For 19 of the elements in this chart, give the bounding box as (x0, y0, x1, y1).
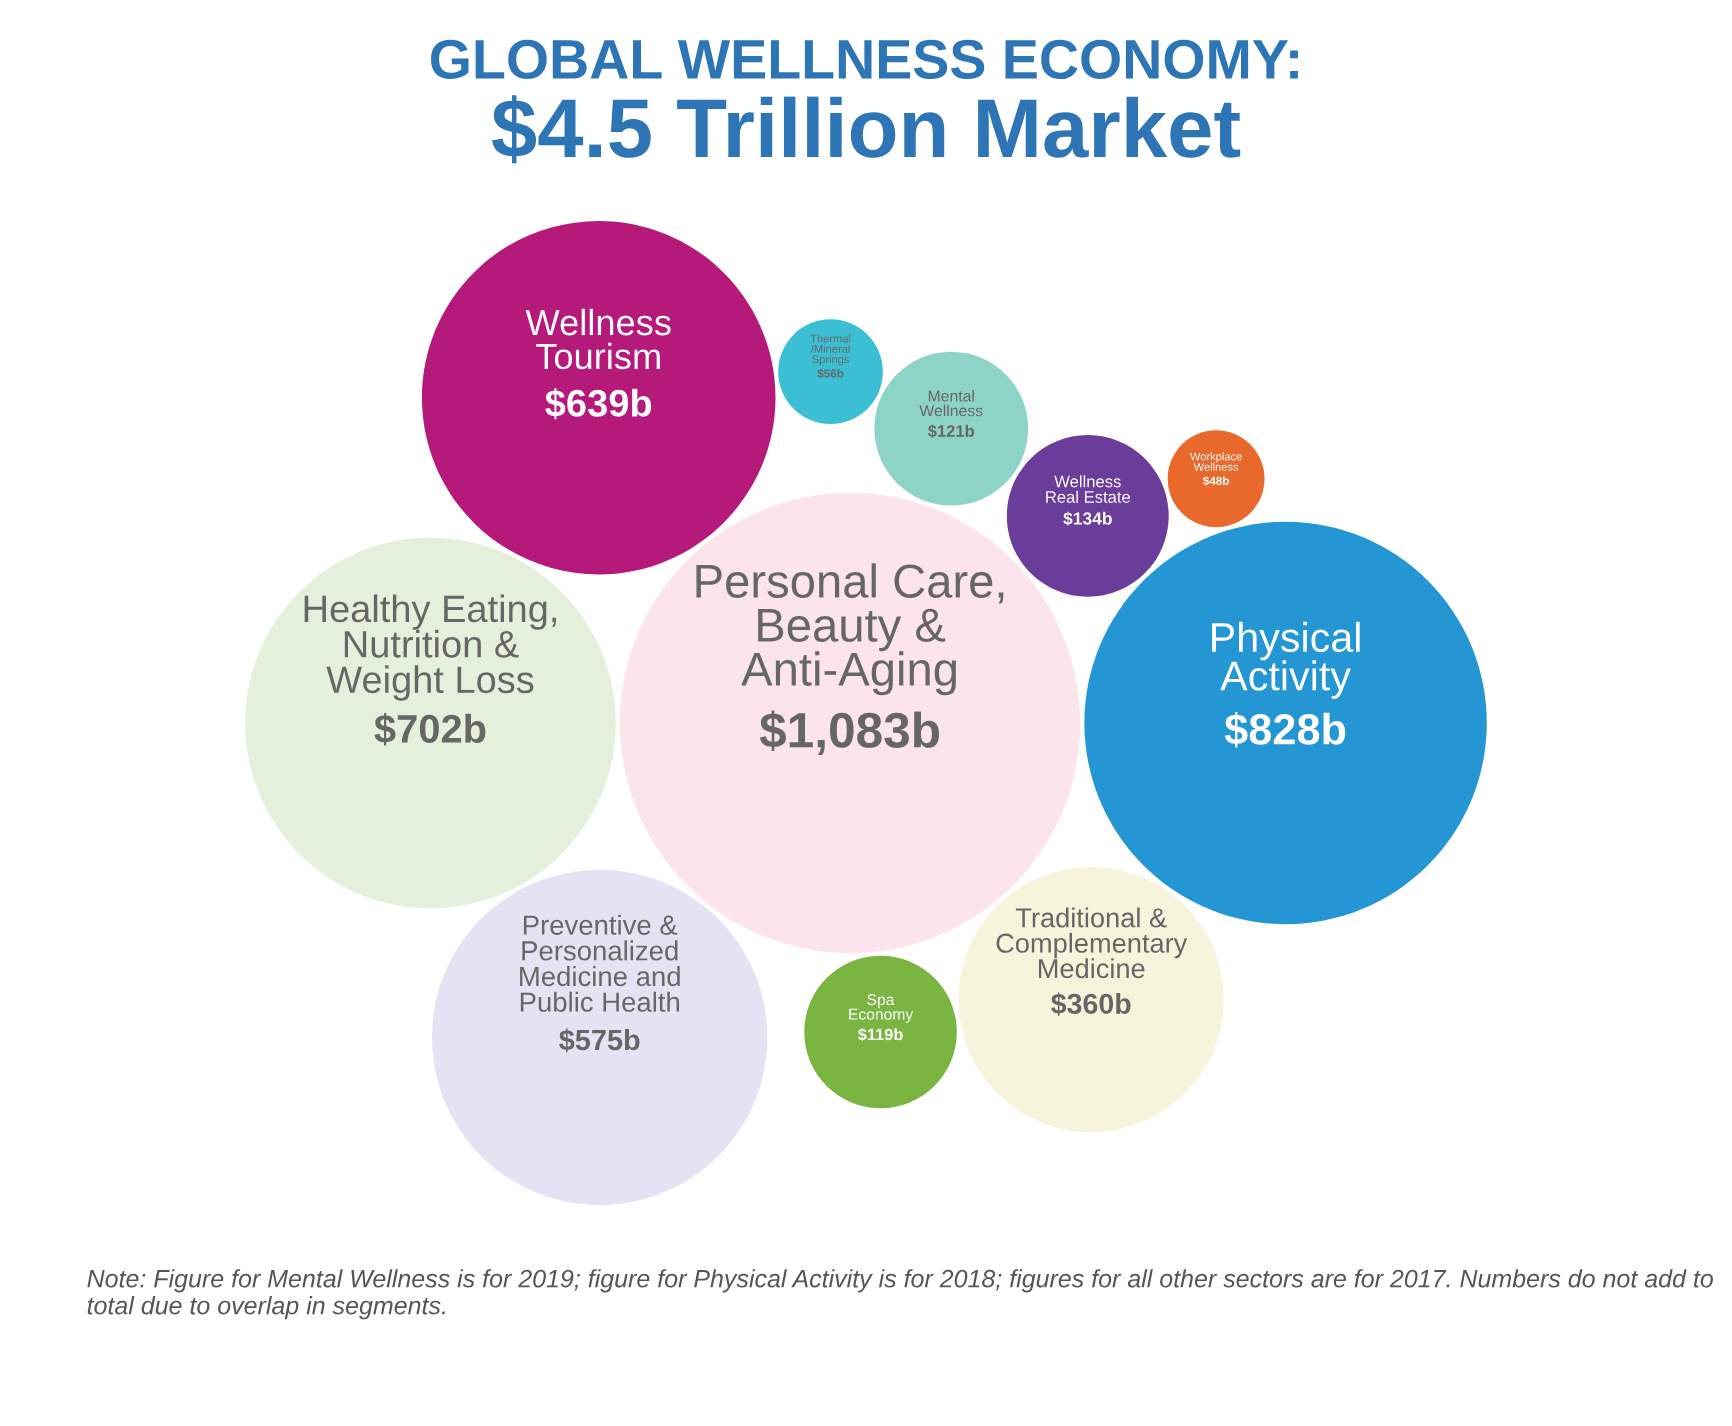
category-label: Physical Activity (1212, 621, 1360, 699)
category-label: Healthy Eating, Nutrition & Weight Loss (304, 594, 556, 701)
category-label: Wellness Tourism (525, 308, 671, 370)
data-label: $121b (927, 424, 975, 439)
data-label: $1,083b (759, 710, 940, 756)
category-label: Traditional & Complementary Medicine (996, 907, 1188, 979)
data-label: $575b (559, 1028, 640, 1053)
text: $4.5 Trillion Market (491, 95, 1241, 164)
data-label: $119b (857, 1027, 903, 1042)
text: Note: Figure for Mental Wellness is for 2019; figure for Physical Activity is for 2018; figures for all other sectors are for 2017. Numbers do not add to total due to overlap in segments. (87, 1269, 1713, 1320)
data-label: $639b (545, 388, 652, 420)
data-label: $828b (1224, 712, 1346, 748)
data-label: $702b (374, 712, 486, 746)
category-label: Preventive & Personalized Medicine and Public Health (520, 914, 680, 1012)
data-label: $134b (1063, 511, 1112, 526)
data-label: $360b (1051, 992, 1131, 1016)
text: GLOBAL WELLNESS ECONOMY: (431, 39, 1298, 80)
category-label: Personal Care, Beauty & Anti-Aging (696, 563, 1004, 696)
category-label: Wellness Real Estate (1046, 475, 1130, 503)
